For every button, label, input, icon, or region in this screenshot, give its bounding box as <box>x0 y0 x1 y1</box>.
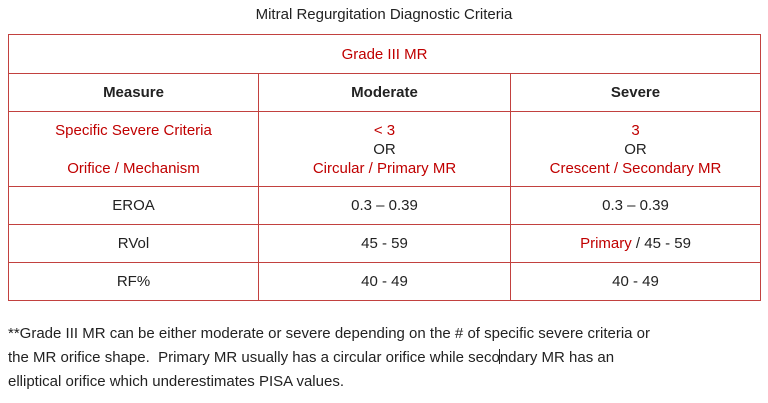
row-severe-range: 0.3 – 0.39 <box>602 197 669 214</box>
footnote-line-2-end: ndary MR has an <box>499 349 615 366</box>
footnote-line-1: **Grade III MR can be either moderate or… <box>8 325 651 342</box>
row-moderate-value: 40 - 49 <box>258 262 511 301</box>
row-moderate-value: 45 - 59 <box>258 224 511 263</box>
severe-or-text: OR <box>624 140 647 158</box>
table-row: EROA 0.3 – 0.39 0.3 – 0.39 <box>8 186 761 225</box>
footnote-line-2: the MR orifice shape. Primary MR usually… <box>8 346 760 370</box>
grade-row: Grade III MR <box>8 34 761 74</box>
orifice-mechanism-label: Orifice / Mechanism <box>67 159 200 177</box>
criteria-severe-cell: 3 OR Crescent / Secondary MR <box>510 111 761 187</box>
footnote-line-2-start: the MR orifice shape. Primary MR usually… <box>8 349 500 366</box>
criteria-table: Grade III MR Measure Moderate Severe Spe… <box>8 34 761 301</box>
header-severe: Severe <box>510 73 761 112</box>
moderate-or-text: OR <box>373 140 396 158</box>
row-severe-value: 0.3 – 0.39 <box>510 186 761 225</box>
criteria-moderate-cell: < 3 OR Circular / Primary MR <box>258 111 511 187</box>
criteria-measure-cell: Specific Severe Criteria Orifice / Mecha… <box>8 111 259 187</box>
grade-label: Grade III MR <box>8 34 761 74</box>
row-measure: EROA <box>8 186 259 225</box>
specific-severe-criteria-label: Specific Severe Criteria <box>55 121 212 139</box>
row-measure: RVol <box>8 224 259 263</box>
header-row: Measure Moderate Severe <box>8 73 761 112</box>
row-severe-value: 40 - 49 <box>510 262 761 301</box>
footnote-line-3: elliptical orifice which underestimates … <box>8 373 344 390</box>
row-severe-value: Primary / 45 - 59 <box>510 224 761 263</box>
severe-criteria-count: 3 <box>631 121 640 139</box>
moderate-mechanism: Circular / Primary MR <box>312 159 457 177</box>
document-title: Mitral Regurgitation Diagnostic Criteria <box>255 6 513 23</box>
row-measure: RF% <box>8 262 259 301</box>
row-severe-range: / 45 - 59 <box>631 235 691 252</box>
moderate-criteria-count: < 3 <box>373 121 396 139</box>
header-measure: Measure <box>8 73 259 112</box>
table-row: RF% 40 - 49 40 - 49 <box>8 262 761 301</box>
criteria-row: Specific Severe Criteria Orifice / Mecha… <box>8 111 761 187</box>
row-severe-prefix: Primary <box>580 235 632 252</box>
severe-mechanism: Crescent / Secondary MR <box>549 159 722 177</box>
row-moderate-value: 0.3 – 0.39 <box>258 186 511 225</box>
table-row: RVol 45 - 59 Primary / 45 - 59 <box>8 224 761 263</box>
row-severe-range: 40 - 49 <box>612 273 659 290</box>
header-moderate: Moderate <box>258 73 511 112</box>
footnote[interactable]: **Grade III MR can be either moderate or… <box>8 322 760 394</box>
text-cursor <box>499 349 501 364</box>
